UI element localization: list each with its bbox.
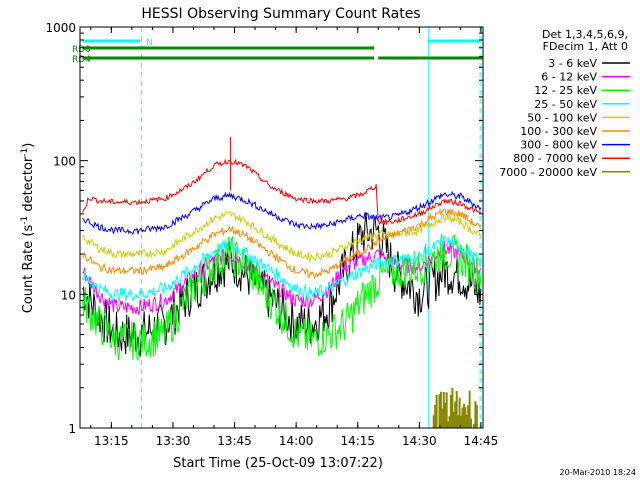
- legend-label-6: 300 - 800 keV: [520, 139, 597, 152]
- x-tick-label-4: 14:15: [340, 434, 375, 448]
- y-axis-label-mid: detector: [21, 156, 36, 216]
- legend-label-2: 12 - 25 keV: [534, 84, 597, 97]
- legend-label-7: 800 - 7000 keV: [513, 152, 597, 165]
- chart-title: HESSI Observing Summary Count Rates: [141, 6, 420, 22]
- y-tick-label-1: 10: [61, 288, 76, 302]
- x-tick-label-2: 13:45: [217, 434, 252, 448]
- series-800-7000-kev: [82, 158, 482, 226]
- y-axis-label-end: ): [21, 143, 36, 148]
- y-axis-label-main: Count Rate (s: [21, 225, 36, 314]
- legend-header-0: Det 1,3,4,5,6,9,: [542, 28, 628, 41]
- y-tick-label-3: 1000: [45, 21, 76, 35]
- legend-label-5: 100 - 300 keV: [520, 125, 597, 138]
- legend-header-1: FDecim 1, Att 0: [543, 40, 628, 53]
- legend-label-4: 50 - 100 keV: [527, 111, 597, 124]
- y-axis-label: Count Rate (s-1 detector-1): [20, 143, 36, 314]
- y-tick-label-0: 1: [68, 422, 76, 436]
- series-50-100-kev: [82, 211, 482, 263]
- series-7000-20000-kev: [432, 387, 478, 428]
- series-3-6-kev: [82, 211, 482, 358]
- x-axis: 13:15 13:30 13:45 14:00 14:15 14:30 14:45: [90, 27, 499, 448]
- legend-label-8: 7000 - 20000 keV: [499, 166, 597, 179]
- x-tick-label-3: 14:00: [279, 434, 314, 448]
- series-25-50-kev: [82, 235, 482, 302]
- y-axis-label-sup2: -1: [20, 148, 30, 157]
- status-bar-label-n: N: [146, 38, 153, 48]
- series-100-300-kev: [82, 208, 482, 280]
- x-tick-label-5: 14:30: [402, 434, 437, 448]
- x-axis-label: Start Time (25-Oct-09 13:07:22): [173, 456, 383, 471]
- legend-label-0: 3 - 6 keV: [548, 57, 597, 70]
- legend-label-1: 6 - 12 keV: [541, 71, 597, 84]
- x-tick-label-6: 14:45: [464, 434, 499, 448]
- series-300-800-kev: [82, 190, 482, 236]
- status-bar-label-rd0: RD0: [72, 45, 91, 55]
- legend-label-3: 25 - 50 keV: [534, 98, 597, 111]
- x-tick-label-1: 13:30: [156, 434, 191, 448]
- y-axis: 1 10 100 1000: [45, 21, 483, 436]
- y-axis-label-sup1: -1: [20, 216, 30, 225]
- legend: Det 1,3,4,5,6,9,FDecim 1, Att 0 3 - 6 keV…: [499, 28, 630, 179]
- x-tick-label-0: 13:15: [94, 434, 129, 448]
- status-bar-label-rd4: RD4: [72, 55, 91, 65]
- footer-timestamp: 20-Mar-2010 18:24: [560, 468, 637, 477]
- y-tick-label-2: 100: [53, 155, 76, 169]
- plot-frame: [79, 26, 484, 429]
